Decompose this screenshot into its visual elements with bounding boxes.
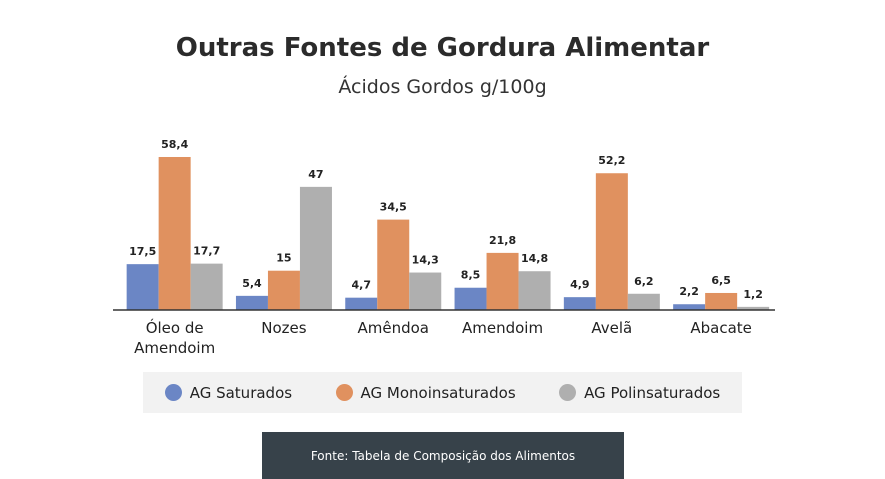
legend: AG Saturados AG Monoinsaturados AG Polinsa… (143, 372, 742, 413)
value-label: 52,2 (598, 154, 625, 167)
bar (377, 219, 410, 310)
bar (563, 297, 596, 310)
bar (673, 304, 706, 310)
x-tick-label: Nozes (261, 319, 307, 337)
bar (486, 252, 519, 310)
bar (190, 263, 223, 310)
bar (345, 297, 378, 310)
value-label: 6,5 (711, 274, 731, 287)
x-tick-label: Amêndoa (357, 319, 430, 337)
chart-title: Outras Fontes de Gordura Alimentar (175, 33, 710, 63)
bar (454, 287, 487, 310)
value-label: 5,4 (242, 277, 262, 290)
value-label: 14,8 (521, 252, 548, 265)
value-label: 4,7 (352, 279, 372, 292)
x-tick-label: Óleo de Amendoim (134, 319, 216, 357)
value-label: 17,5 (129, 245, 156, 258)
bar (518, 271, 551, 310)
x-tick-label: Amendoim (462, 319, 544, 337)
value-label: 47 (308, 168, 323, 181)
legend-item: AG Polinsaturados (559, 384, 720, 402)
value-label: 34,5 (380, 201, 407, 214)
bar (235, 295, 268, 310)
value-label: 6,2 (634, 275, 654, 288)
bar (595, 173, 628, 310)
bar (627, 293, 660, 310)
value-label: 21,8 (489, 234, 516, 247)
bar (126, 264, 159, 310)
value-label: 1,2 (743, 288, 763, 301)
bar (705, 292, 738, 310)
value-label: 15 (276, 252, 291, 265)
chart-subtitle: Ácidos Gordos g/100g (338, 76, 547, 98)
legend-item: AG Saturados (164, 383, 293, 402)
legend-label: AG Polinsaturados (584, 383, 721, 402)
value-label: 8,5 (461, 269, 481, 282)
bar (158, 156, 191, 310)
bar (737, 306, 770, 310)
x-tick-label: Avelã (591, 319, 633, 337)
value-label: 14,3 (412, 254, 439, 267)
value-label: 2,2 (679, 285, 699, 298)
value-label: 58,4 (161, 138, 188, 151)
source-note: Fonte: Tabela de Composição dos Alimento… (262, 432, 624, 479)
legend-swatch (335, 384, 353, 401)
bar (267, 270, 300, 310)
legend-item: AG Monoinsaturados (335, 383, 516, 402)
bar (299, 186, 332, 310)
legend-label: AG Saturados (189, 383, 293, 402)
bar (409, 272, 442, 310)
value-label: 4,9 (570, 278, 590, 291)
legend-swatch (559, 384, 577, 401)
x-tick-label: Abacate (690, 319, 752, 337)
legend-label: AG Monoinsaturados (360, 383, 516, 402)
value-label: 17,7 (193, 245, 220, 258)
legend-swatch (164, 384, 182, 401)
